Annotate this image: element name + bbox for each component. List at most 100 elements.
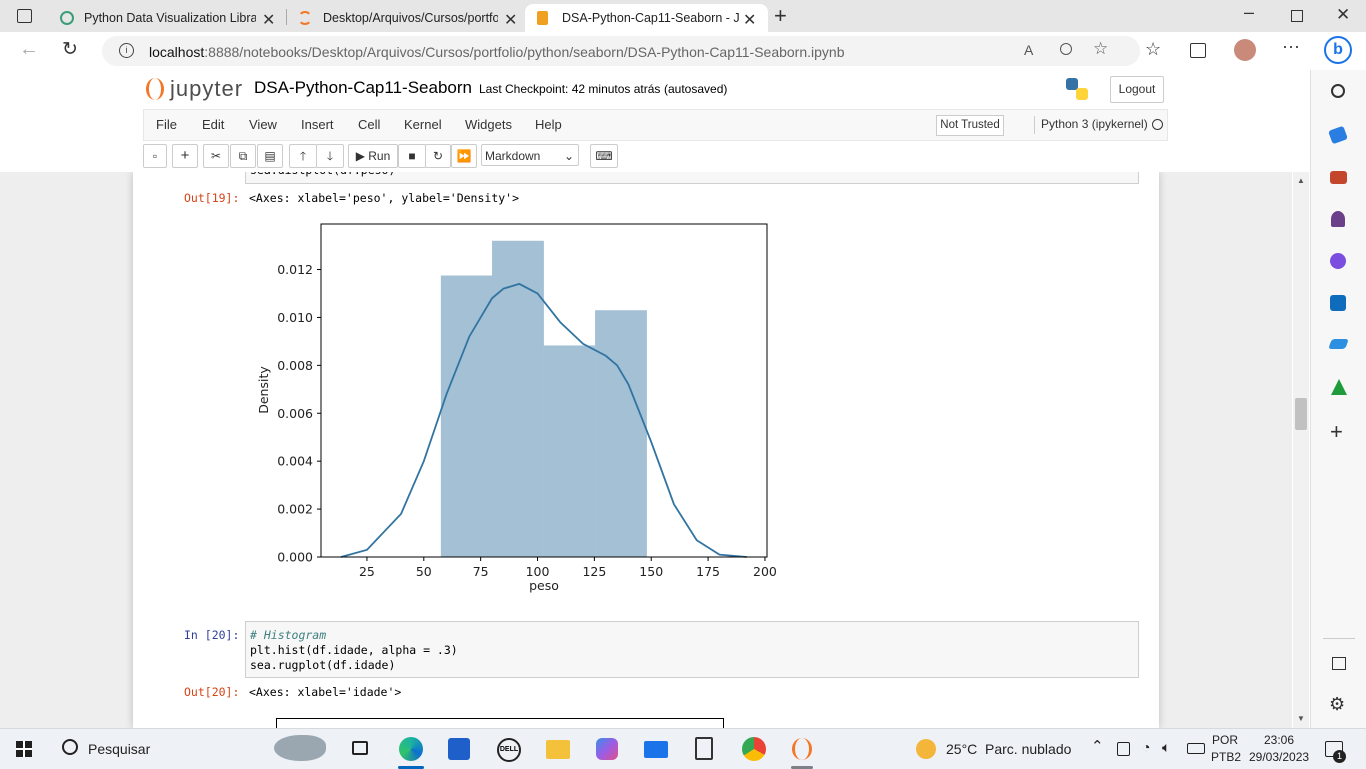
notepad-app[interactable] bbox=[695, 737, 713, 760]
menu-item[interactable]: Kernel bbox=[404, 117, 442, 132]
menubar bbox=[143, 109, 1168, 141]
explorer-app[interactable] bbox=[546, 740, 570, 759]
edge-app[interactable] bbox=[399, 737, 423, 761]
mail-app[interactable] bbox=[644, 741, 668, 758]
refresh[interactable]: ↻ bbox=[62, 39, 78, 60]
wifi-icon[interactable]: ◔ bbox=[1142, 739, 1151, 755]
menu-item[interactable]: Cell bbox=[358, 117, 381, 132]
start-button[interactable] bbox=[16, 741, 32, 757]
menu-item[interactable]: Insert bbox=[301, 117, 334, 132]
sidebar-hide[interactable] bbox=[1332, 657, 1346, 670]
tab-close[interactable]: ✕ bbox=[743, 12, 757, 29]
move-down-button[interactable]: 🡓 bbox=[316, 144, 344, 168]
notebook-name[interactable]: DSA-Python-Cap11-Seaborn bbox=[254, 78, 472, 97]
keyboard-button[interactable]: ⌨ bbox=[590, 144, 618, 168]
chrome-app[interactable] bbox=[742, 737, 766, 761]
insert-button[interactable]: + bbox=[172, 144, 198, 168]
sidebar-shopping[interactable] bbox=[1328, 125, 1348, 145]
clock-time[interactable]: 23:06 bbox=[1264, 733, 1295, 747]
collections[interactable] bbox=[1190, 43, 1206, 58]
sidebar-send[interactable] bbox=[1328, 339, 1349, 349]
clock-date[interactable]: 29/03/2023 bbox=[1249, 750, 1310, 764]
sidebar-add[interactable]: + bbox=[1330, 419, 1343, 444]
y-tick-label: 0.002 bbox=[277, 502, 313, 517]
sidebar-tree[interactable] bbox=[1331, 379, 1347, 395]
tab-active[interactable]: DSA-Python-Cap11-Seaborn - Jupyter ✕ bbox=[525, 4, 768, 32]
scroll-thumb[interactable] bbox=[1295, 398, 1307, 430]
tray-overflow[interactable]: ⌃ bbox=[1091, 738, 1104, 755]
volume-icon[interactable]: 🔈︎ bbox=[1162, 739, 1171, 755]
menu-item[interactable]: Edit bbox=[202, 117, 225, 132]
restart-button[interactable]: ↻ bbox=[425, 144, 451, 168]
paste-button[interactable]: ▤ bbox=[257, 144, 283, 168]
code-cell-input[interactable]: sea.distplot(df.peso) bbox=[245, 172, 1139, 184]
menu-item[interactable]: Widgets bbox=[465, 117, 512, 132]
menu-item[interactable]: Help bbox=[535, 117, 562, 132]
search-icon bbox=[62, 739, 78, 755]
tab-actions[interactable] bbox=[17, 9, 32, 23]
code-cell-input[interactable]: # Histogram plt.hist(df.idade, alpha = .… bbox=[245, 621, 1139, 678]
x-tick-label: 50 bbox=[416, 564, 432, 579]
copilot-app[interactable] bbox=[596, 738, 618, 760]
language[interactable]: POR bbox=[1212, 733, 1239, 747]
jupyter-app[interactable] bbox=[792, 738, 812, 760]
scrollbar[interactable]: ▲ ▼ bbox=[1293, 172, 1309, 728]
close-window[interactable]: ✕ bbox=[1336, 5, 1351, 24]
axes-frame bbox=[320, 223, 768, 558]
code-line: plt.hist(df.idade, alpha = .3) bbox=[250, 643, 458, 657]
scroll-up[interactable]: ▲ bbox=[1297, 176, 1305, 185]
address-bar[interactable]: i localhost:8888/notebooks/Desktop/Arqui… bbox=[102, 36, 1140, 66]
y-tick-label: 0.008 bbox=[277, 358, 313, 373]
favorites[interactable]: ☆ bbox=[1145, 39, 1162, 59]
tab-close[interactable]: ✕ bbox=[262, 12, 276, 29]
bing[interactable]: b bbox=[1324, 36, 1352, 64]
tray-icon[interactable] bbox=[1117, 742, 1130, 756]
site-info[interactable]: i bbox=[119, 43, 134, 58]
scroll-down[interactable]: ▼ bbox=[1297, 714, 1305, 723]
favorite[interactable]: ☆ bbox=[1093, 39, 1109, 58]
weather-temp[interactable]: 25°C bbox=[946, 741, 978, 757]
tab-separator bbox=[286, 9, 287, 25]
sidebar-outlook[interactable] bbox=[1330, 295, 1346, 311]
jupyter-logo[interactable]: jupyter bbox=[170, 76, 244, 101]
cut-button[interactable]: ✂ bbox=[203, 144, 229, 168]
sidebar-settings[interactable]: ⚙ bbox=[1329, 694, 1346, 714]
tab[interactable]: Python Data Visualization Library ✕ bbox=[50, 4, 284, 32]
weather-icon bbox=[916, 739, 936, 759]
output-text: <Axes: xlabel='idade'> bbox=[249, 685, 402, 699]
tab-close[interactable]: ✕ bbox=[504, 12, 518, 29]
dell-app[interactable]: DELL bbox=[497, 738, 521, 762]
sidebar-m365[interactable] bbox=[1330, 253, 1346, 269]
code-line: sea.rugplot(df.idade) bbox=[250, 658, 396, 672]
copy-button[interactable]: ⧉ bbox=[230, 144, 256, 168]
zoom[interactable] bbox=[1060, 43, 1072, 55]
search-box[interactable]: Pesquisar bbox=[88, 741, 151, 757]
keyboard-layout[interactable]: PTB2 bbox=[1211, 750, 1242, 764]
new-tab[interactable]: + bbox=[774, 3, 787, 28]
read-aloud[interactable]: A bbox=[1024, 42, 1034, 58]
minimize[interactable]: – bbox=[1244, 2, 1255, 22]
more[interactable]: ··· bbox=[1282, 36, 1300, 56]
sidebar-tools[interactable] bbox=[1330, 171, 1347, 184]
profile[interactable] bbox=[1234, 39, 1256, 61]
weather-desc[interactable]: Parc. nublado bbox=[985, 741, 1072, 757]
run-button[interactable]: ▶ Run bbox=[348, 144, 398, 168]
menu-item[interactable]: View bbox=[249, 117, 277, 132]
tab[interactable]: Desktop/Arquivos/Cursos/portfolio ✕ bbox=[288, 4, 524, 32]
sidebar-search[interactable] bbox=[1331, 84, 1345, 98]
back[interactable]: ← bbox=[19, 38, 39, 60]
trust-button[interactable]: Not Trusted bbox=[936, 115, 1004, 136]
sidebar-games[interactable] bbox=[1331, 211, 1345, 227]
search-highlight[interactable] bbox=[274, 735, 326, 761]
task-view[interactable] bbox=[352, 741, 368, 755]
move-up-button[interactable]: 🡑 bbox=[289, 144, 317, 168]
cell-type-select[interactable]: Markdown ⌄ bbox=[481, 144, 579, 166]
stop-button[interactable]: ■ bbox=[398, 144, 426, 168]
maximize[interactable] bbox=[1291, 10, 1303, 22]
save-button[interactable]: ▫ bbox=[143, 144, 167, 168]
run-all-button[interactable]: ⏩ bbox=[451, 144, 477, 168]
battery-icon[interactable] bbox=[1187, 743, 1205, 754]
logout-button[interactable]: Logout bbox=[1110, 76, 1164, 103]
menu-item[interactable]: File bbox=[156, 117, 177, 132]
store-app[interactable] bbox=[448, 738, 470, 760]
